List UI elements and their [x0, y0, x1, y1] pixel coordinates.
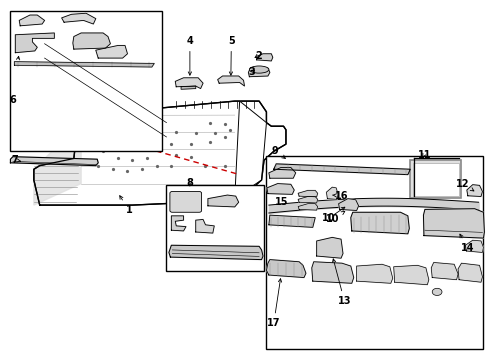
Polygon shape [268, 167, 295, 178]
Text: 11: 11 [417, 150, 431, 160]
Polygon shape [466, 185, 482, 197]
Polygon shape [207, 195, 238, 207]
Polygon shape [171, 216, 185, 231]
Polygon shape [34, 123, 81, 205]
Polygon shape [168, 245, 263, 260]
FancyBboxPatch shape [169, 192, 201, 212]
Ellipse shape [249, 66, 268, 73]
Text: 13: 13 [332, 259, 350, 306]
Polygon shape [217, 76, 244, 86]
Polygon shape [268, 215, 315, 227]
Polygon shape [393, 265, 428, 285]
Bar [412, 163, 458, 196]
Polygon shape [356, 264, 392, 283]
Polygon shape [15, 33, 54, 53]
Polygon shape [350, 212, 408, 234]
Polygon shape [234, 101, 266, 198]
Polygon shape [311, 262, 353, 283]
Text: 17: 17 [266, 279, 281, 328]
Text: 10: 10 [325, 211, 344, 224]
Polygon shape [423, 209, 484, 238]
Polygon shape [175, 78, 203, 89]
Text: 10: 10 [321, 213, 334, 223]
Polygon shape [298, 204, 317, 210]
Bar [409, 160, 461, 198]
Polygon shape [298, 190, 317, 197]
Text: 5: 5 [227, 36, 234, 75]
Text: 1: 1 [120, 196, 132, 215]
Ellipse shape [431, 288, 441, 296]
Polygon shape [326, 187, 337, 199]
Polygon shape [19, 15, 44, 26]
Text: 8: 8 [186, 178, 193, 188]
Polygon shape [10, 157, 98, 166]
Text: 6: 6 [9, 95, 16, 105]
Text: 3: 3 [248, 67, 255, 77]
Text: 16: 16 [332, 191, 348, 201]
Polygon shape [430, 262, 457, 280]
Text: 15: 15 [274, 197, 288, 207]
Text: 14: 14 [459, 234, 474, 253]
Polygon shape [338, 199, 358, 211]
Polygon shape [96, 45, 127, 58]
Polygon shape [256, 54, 272, 61]
Text: 2: 2 [254, 50, 261, 60]
Polygon shape [61, 13, 96, 24]
Polygon shape [316, 237, 342, 258]
Polygon shape [34, 101, 285, 205]
Bar [266, 156, 483, 348]
Polygon shape [298, 197, 317, 203]
Polygon shape [266, 260, 305, 278]
Polygon shape [465, 240, 483, 252]
Text: 9: 9 [271, 145, 285, 158]
Text: 7: 7 [11, 155, 20, 165]
Text: 4: 4 [186, 36, 193, 75]
Polygon shape [248, 68, 269, 77]
Polygon shape [457, 263, 482, 282]
Bar [10, 12, 161, 151]
Polygon shape [273, 164, 409, 175]
Text: 12: 12 [455, 179, 473, 191]
Polygon shape [73, 33, 110, 49]
Polygon shape [266, 184, 294, 194]
Bar [166, 185, 264, 271]
Polygon shape [195, 220, 214, 233]
Polygon shape [14, 62, 154, 67]
Polygon shape [181, 86, 195, 89]
